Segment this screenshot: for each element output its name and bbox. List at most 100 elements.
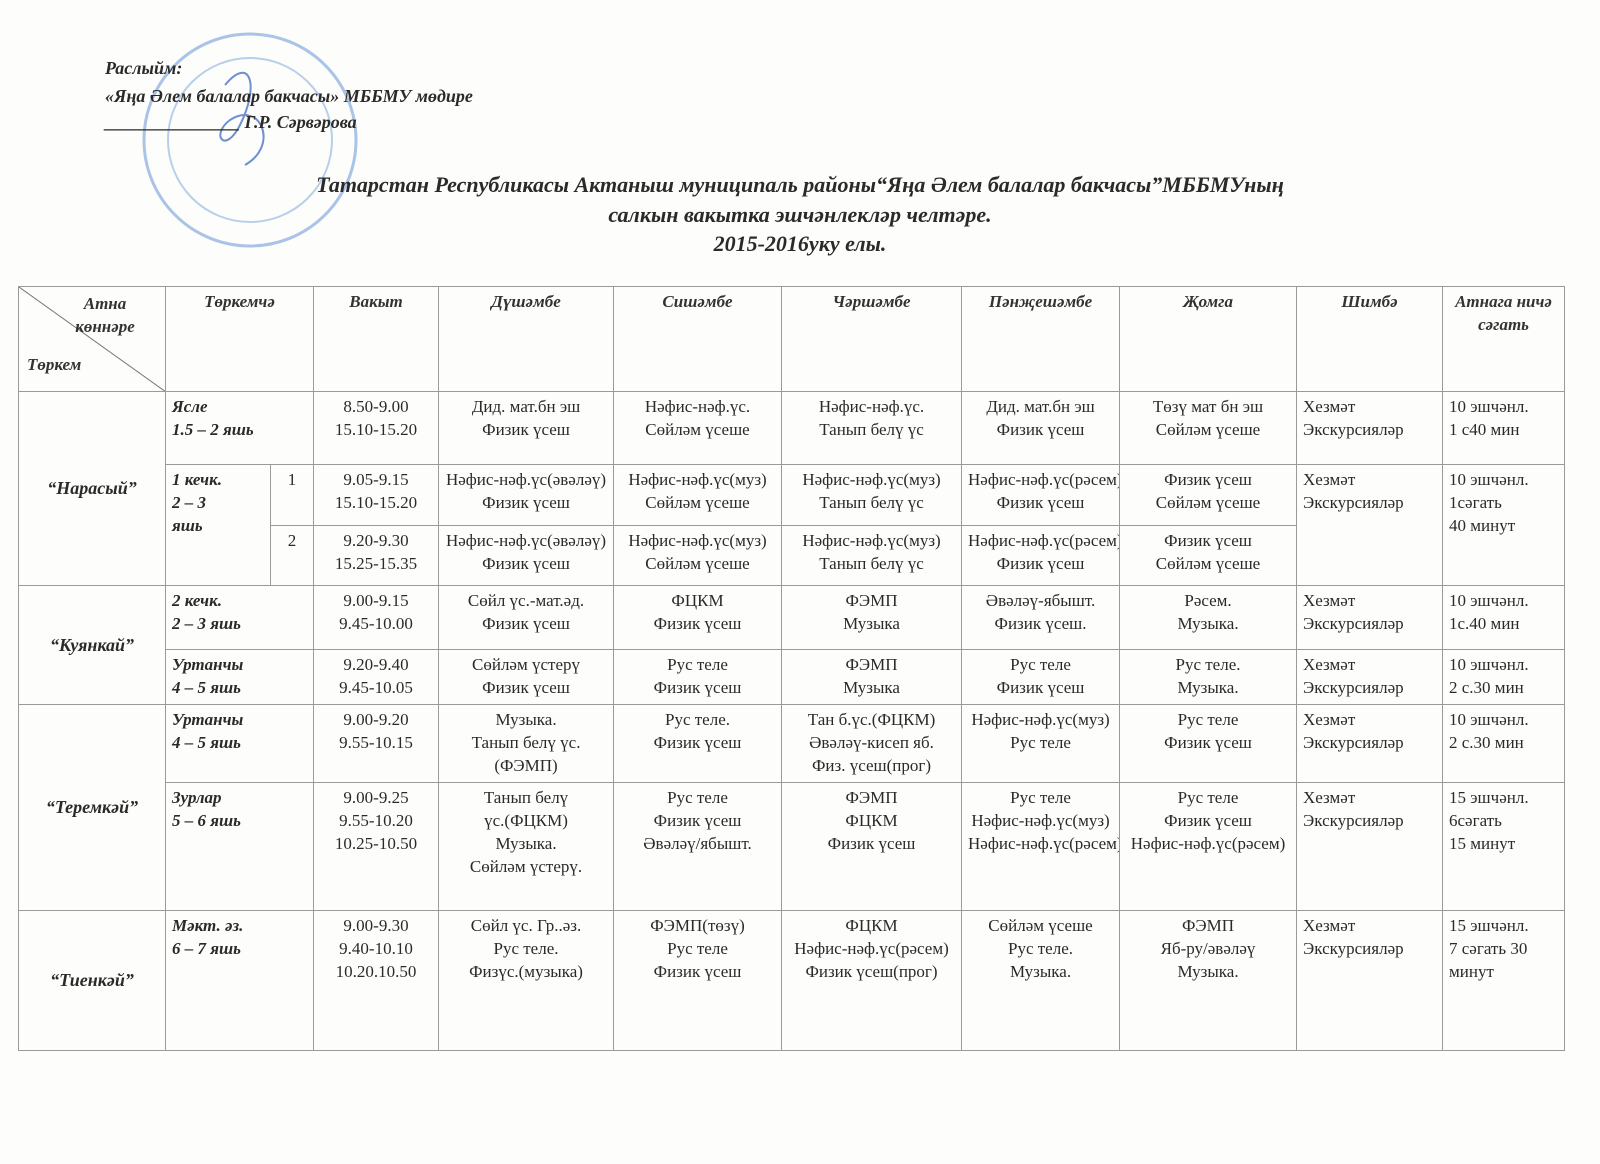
cell-line: Танып белү — [483, 787, 569, 807]
cell-line: Нәфис-нәф.үс(рәсем) — [968, 470, 1120, 489]
time-cell: 8.50-9.00 15.10-15.20 — [313, 391, 440, 465]
cell-line: Физик үсеш — [653, 613, 742, 633]
day-cell: Рус теле Физик үсеш — [1119, 703, 1298, 783]
approval-position: «Яңа Әлем балалар бакчасы» МББМУ мөдире — [105, 86, 473, 106]
part-number: 1 — [269, 464, 315, 526]
total-cell: 15 эшчәнл. 7 сәгать 30 минут — [1442, 909, 1566, 1051]
day-cell: Музыка. Танып белү үс. (ФЭМП) — [438, 703, 615, 783]
cell-line: Нәфис-нәф.үс. — [818, 397, 925, 416]
cell-line: Физик үсеш — [827, 833, 916, 853]
cell-line: Нәфис-нәф.үс(әвәләү) — [445, 531, 607, 550]
time-cell: 9.05-9.15 15.10-15.20 — [313, 464, 440, 526]
subgroup-cell: 2 кечк. 2 – 3 яшь — [164, 585, 315, 650]
cell-line: 9.55-10.20 — [339, 810, 413, 830]
cell-line: Физик үсеш — [482, 677, 570, 697]
cell-line: Сөйләм үсеше — [645, 419, 750, 439]
cell-line: 9.45-10.00 — [339, 613, 413, 633]
cell-line: Физик үсеш — [1164, 810, 1252, 830]
cell-line: Физик үсеш — [996, 419, 1085, 439]
subgroup-cell: Мәкт. әз. 6 – 7 яшь — [164, 909, 315, 1051]
cell-line: Сөйләм үсеше — [645, 492, 750, 512]
cell-line: Рус теле. — [1008, 938, 1074, 958]
corner-diagonal — [19, 287, 165, 391]
cell-line: 2 кечк. — [172, 591, 222, 610]
cell-line: 10 эшчәнл. — [1449, 655, 1529, 674]
cell-line: 1с.40 мин — [1449, 613, 1520, 633]
day-cell: Нәфис-нәф.үс(әвәләү) Физик үсеш — [438, 464, 615, 526]
cell-line: Музыка — [843, 677, 900, 697]
cell-line: Физик үсеш — [653, 810, 742, 830]
cell-line: 15.10-15.20 — [334, 419, 418, 439]
corner-cell: Атна көннәре Төркем — [18, 286, 166, 392]
cell-line: 7 сәгать 30 — [1449, 938, 1528, 958]
subgroup-cell: Ясле 1.5 – 2 яшь — [164, 391, 315, 465]
cell-line: Нәфис-нәф.үс(рәсем) — [968, 833, 1120, 853]
cell-line: Ясле — [172, 397, 208, 416]
cell-line: Физик үсеш. — [994, 613, 1087, 633]
day-cell: Рус теле Физик үсеш — [961, 649, 1121, 705]
approval-label: Раслыйм: — [105, 58, 183, 78]
day-cell: Рус теле Нәфис-нәф.үс(муз) Нәфис-нәф.үс(рә… — [961, 781, 1121, 911]
day-cell: Нәфис-нәф.үс(әвәләү) Физик үсеш — [438, 525, 615, 586]
signature — [219, 71, 265, 166]
saturday-cell: Хезмәт Экскурсияләр — [1296, 585, 1444, 650]
time-cell: 9.00-9.25 9.55-10.20 10.25-10.50 — [313, 781, 440, 911]
day-cell: Нәфис-нәф.үс(муз) Сөйләм үсеше — [613, 464, 783, 526]
cell-line: 2 с.30 мин — [1449, 732, 1524, 752]
day-cell: Дид. мат.бн эш Физик үсеш — [438, 391, 615, 465]
cell-line: Физүс.(музыка) — [469, 961, 583, 981]
cell-line: Нәфис-нәф.үс(муз) — [802, 470, 941, 489]
cell-line: Зурлар — [172, 787, 222, 807]
cell-line: 15 минут — [1449, 833, 1516, 853]
day-cell: Нәфис-нәф.үс(муз) Рус теле — [961, 703, 1121, 783]
day-cell: Рус теле. Физик үсеш — [613, 703, 783, 783]
cell-line: Физик үсеш — [653, 732, 742, 752]
cell-line: 8.50-9.00 — [343, 397, 409, 416]
cell-line: Сөйләм үсеше — [645, 553, 750, 573]
title-line: салкын вакытка эшчәнлекләр челтәре. — [608, 202, 992, 227]
day-cell: Нәфис-нәф.үс(муз) Сөйләм үсеше — [613, 525, 783, 586]
cell-line: 2 с.30 мин — [1449, 677, 1524, 697]
cell-line: 2 – 3 яшь — [172, 613, 241, 633]
cell-line: Тан б.үс.(ФЦКМ) — [807, 709, 936, 729]
cell-line: Рус теле — [1010, 732, 1071, 752]
cell-line: 9.45-10.05 — [339, 677, 413, 697]
cell-line: Музыка. — [495, 833, 557, 853]
cell-line: Дид. мат.бн эш — [471, 397, 581, 416]
cell-line: Төзү мат бн эш — [1152, 397, 1264, 416]
cell-line: 2 – 3 — [172, 492, 206, 512]
schedule-row: Зурлар 5 – 6 яшь 9.00-9.25 9.55-10.20 10.25-… — [19, 781, 1566, 911]
column-header: Шимбә — [1296, 286, 1444, 392]
cell-line: Сөйләм үстерү — [472, 655, 581, 674]
day-cell: Сөйл үс. Гр..әз. Рус теле. Физүс.(музыка) — [438, 909, 615, 1051]
cell-line: Рус теле. — [665, 709, 731, 729]
cell-line: Рус теле — [667, 655, 728, 674]
cell-line: Танып белү үс — [819, 492, 924, 512]
day-cell: Төзү мат бн эш Сөйләм үсеше — [1119, 391, 1298, 465]
cell-line: Экскурсияләр — [1303, 419, 1404, 439]
cell-line: Рәсем. — [1184, 591, 1232, 610]
cell-line: Танып белү үс — [819, 419, 924, 439]
day-cell: ФЦКМ Физик үсеш — [613, 585, 783, 650]
cell-line: яшь — [172, 515, 203, 535]
cell-line: минут — [1449, 961, 1494, 981]
cell-line: Рус теле. — [493, 938, 559, 958]
time-cell: 9.00-9.30 9.40-10.10 10.20.10.50 — [313, 909, 440, 1051]
cell-line: Нәфис-нәф.үс(әвәләү) — [445, 470, 607, 489]
schedule-row: “Тиенкәй” Мәкт. әз. 6 – 7 яшь 9.00-9.30 9.40… — [18, 909, 1566, 1051]
cell-line: Экскурсияләр — [1303, 810, 1404, 830]
cell-line: Әвәләү/ябышт. — [643, 833, 752, 853]
cell-line: ФЭМП — [1181, 915, 1235, 935]
cell-line: Музыка. — [495, 709, 557, 729]
schedule-row: “Нарасый” Ясле 1.5 – 2 яшь 8.50-9.00 15.10-1… — [18, 391, 1566, 586]
day-cell: ФЦКМ Нәфис-нәф.үс(рәсем) Физик үсеш(прог) — [781, 909, 963, 1051]
schedule-row: “Куянкай” 2 кечк. 2 – 3 яшь 9.00-9.15 9.45-1… — [18, 585, 1566, 705]
cell-line: Рус теле. — [1175, 655, 1241, 674]
cell-line: Музыка. — [1009, 961, 1072, 981]
cell-line: Нәфис-нәф.үс. — [644, 397, 751, 416]
day-cell: Рус теле Физик үсеш Нәфис-нәф.үс(рәсем) — [1119, 781, 1298, 911]
cell-line: Уртанчы — [172, 655, 244, 674]
schedule-table: Атна көннәре Төркем Төркемчә Вакыт Дүшәмбе Си… — [18, 286, 1566, 1051]
cell-line: 4 – 5 яшь — [172, 677, 241, 697]
group-name: “Нарасый” — [18, 391, 166, 586]
